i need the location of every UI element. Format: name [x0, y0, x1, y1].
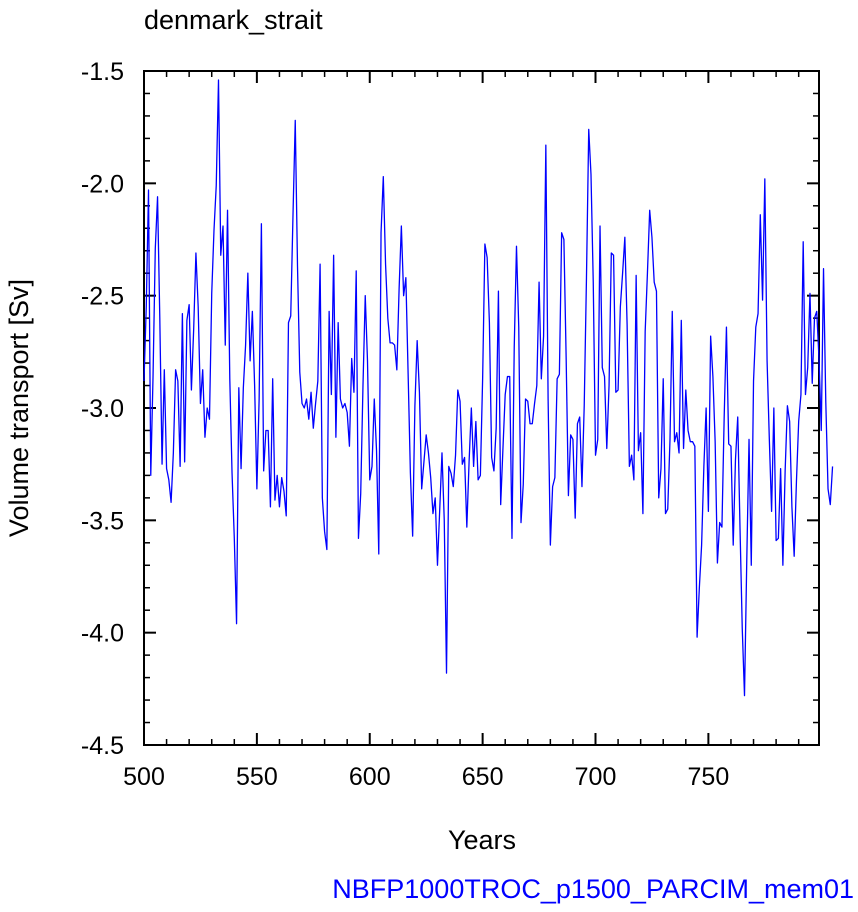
y-tick-label: -3.0: [81, 395, 124, 423]
x-axis-title: Years: [448, 825, 516, 855]
x-tick-label: 750: [688, 763, 730, 791]
minor-ticks: [144, 71, 819, 745]
x-tick-label: 550: [236, 763, 278, 791]
series-line: [143, 79, 834, 697]
x-tick-label: 500: [123, 763, 165, 791]
x-tick-label: 650: [462, 763, 504, 791]
major-ticks: [143, 70, 819, 746]
chart-title: denmark_strait: [144, 5, 323, 35]
x-tick-label: 600: [349, 763, 391, 791]
y-tick-labels: -4.5 -4.0 -3.5 -3.0 -2.5 -2.0 -1.5: [81, 58, 124, 760]
footer-label: NBFP1000TROC_p1500_PARCIM_mem01: [332, 874, 854, 904]
x-tick-label: 700: [575, 763, 617, 791]
y-tick-label: -1.5: [81, 58, 124, 86]
y-tick-label: -4.0: [81, 620, 124, 648]
x-tick-labels: 500 550 600 650 700 750: [123, 763, 729, 791]
y-tick-label: -3.5: [81, 507, 124, 535]
plot-area: [143, 70, 834, 746]
y-axis-title: Volume transport [Sv]: [4, 279, 34, 537]
y-tick-label: -4.5: [81, 732, 124, 760]
y-tick-label: -2.0: [81, 170, 124, 198]
y-tick-label: -2.5: [81, 283, 124, 311]
